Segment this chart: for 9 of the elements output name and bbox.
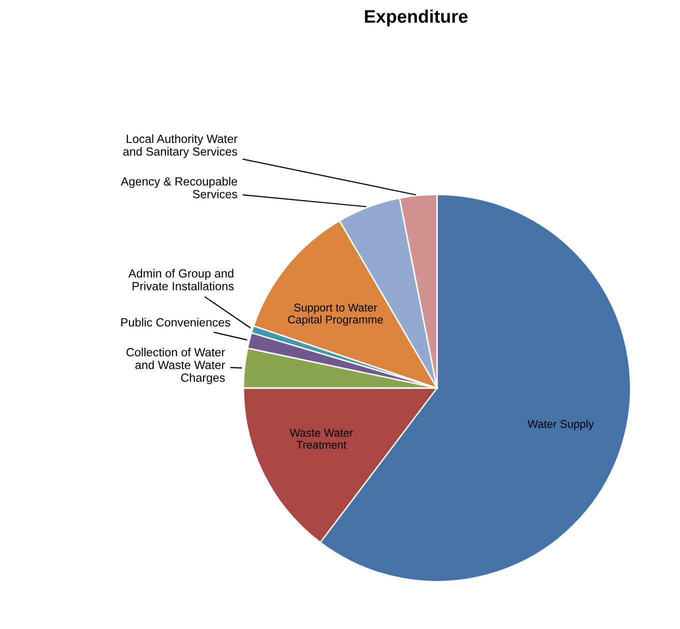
slice-label: Local Authority Water and Sanitary Services — [123, 134, 238, 158]
slice-label: Support to Water Capital Programme — [288, 304, 383, 326]
chart-title: Expenditure — [365, 10, 468, 26]
slice-label: Admin of Group and Private Installations — [128, 268, 234, 290]
slice-label: Agency & Recoupable Services — [120, 176, 238, 198]
slice-label: Water Supply — [528, 420, 594, 430]
slice-label: Waste Water Treatment — [290, 429, 353, 449]
slice-label: Public Conveniences — [121, 318, 230, 327]
slice-label: Collection of Water and Waste Water Charges — [126, 348, 225, 384]
